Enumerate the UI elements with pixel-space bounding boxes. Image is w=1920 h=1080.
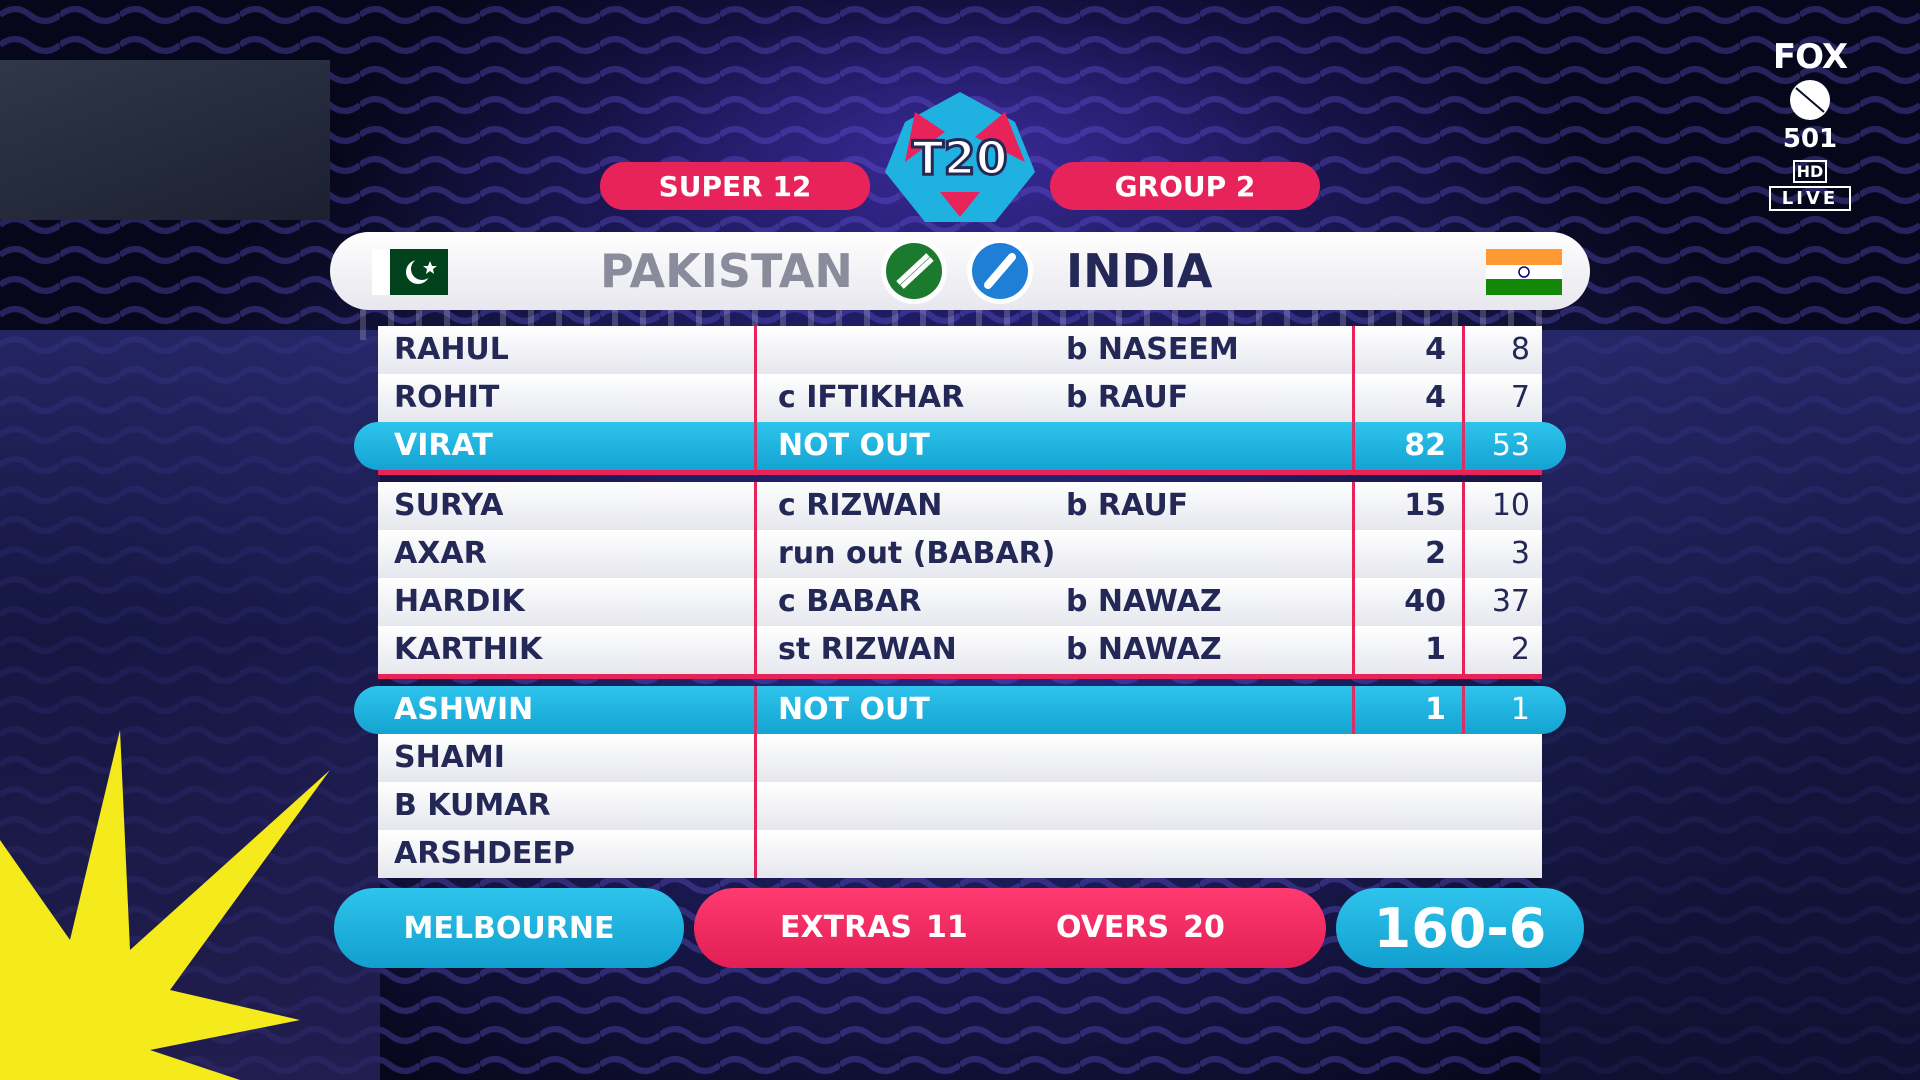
india-team-badge-icon xyxy=(967,238,1033,304)
table-row: SURYA c RIZWAN b RAUF 15 10 xyxy=(378,482,1542,530)
pakistan-team-badge-icon xyxy=(881,238,947,304)
pakistan-flag-icon xyxy=(372,249,448,295)
batter-name: AXAR xyxy=(394,536,487,571)
balls: 2 xyxy=(1510,632,1530,667)
balls: 37 xyxy=(1491,584,1530,619)
extras-group: EXTRAS 11 xyxy=(780,888,968,968)
row-divider xyxy=(378,674,1542,686)
batter-name: SHAMI xyxy=(394,740,505,775)
table-row: KARTHIK st RIZWAN b NAWAZ 1 2 xyxy=(378,626,1542,674)
dismissal: c RIZWAN xyxy=(778,488,943,523)
starburst-graphic xyxy=(0,730,330,1080)
stage-pill: SUPER 12 xyxy=(600,162,870,210)
india-flag-icon xyxy=(1486,249,1562,295)
dismissal: st RIZWAN xyxy=(778,632,957,667)
batter-name: ROHIT xyxy=(394,380,500,415)
batter-name: B KUMAR xyxy=(394,788,551,823)
total-score: 160-6 xyxy=(1373,896,1547,960)
batter-name: KARTHIK xyxy=(394,632,543,667)
table-row: ROHIT c IFTIKHAR b RAUF 4 7 xyxy=(378,374,1542,422)
bowler: b RAUF xyxy=(1066,488,1189,523)
table-row: AXAR run out (BABAR) 2 3 xyxy=(378,530,1542,578)
stage-label: SUPER 12 xyxy=(658,169,812,203)
overs-value: 20 xyxy=(1183,910,1225,945)
batter-name: ARSHDEEP xyxy=(394,836,575,871)
balls: 8 xyxy=(1510,332,1530,367)
runs: 4 xyxy=(1425,380,1446,415)
row-divider xyxy=(378,470,1542,482)
batter-name: RAHUL xyxy=(394,332,509,367)
dismissal: c IFTIKHAR xyxy=(778,380,965,415)
extras-overs-pill: EXTRAS 11 OVERS 20 xyxy=(694,888,1326,968)
balls: 3 xyxy=(1510,536,1530,571)
overs-group: OVERS 20 xyxy=(1056,888,1225,968)
bowler: b RAUF xyxy=(1066,380,1189,415)
venue-pill: MELBOURNE xyxy=(334,888,684,968)
runs: 1 xyxy=(1425,632,1446,667)
dismissal: c BABAR xyxy=(778,584,922,619)
teams-bar: PAKISTAN INDIA xyxy=(330,232,1590,310)
bowler: b NAWAZ xyxy=(1066,632,1222,667)
team-right-name: INDIA xyxy=(1066,244,1213,298)
crowd-right xyxy=(1540,330,1920,1080)
batter-name: HARDIK xyxy=(394,584,525,619)
balls: 1 xyxy=(1510,692,1530,727)
runs: 2 xyxy=(1425,536,1446,571)
table-row: HARDIK c BABAR b NAWAZ 40 37 xyxy=(378,578,1542,626)
runs: 4 xyxy=(1425,332,1446,367)
runs: 40 xyxy=(1404,584,1446,619)
channel-number: 501 HD xyxy=(1762,124,1858,184)
table-row-highlighted: VIRAT NOT OUT 82 53 xyxy=(354,422,1566,470)
table-row-highlighted: ASHWIN NOT OUT 1 1 xyxy=(354,686,1566,734)
dismissal: run out (BABAR) xyxy=(778,536,1056,571)
table-row: ARSHDEEP xyxy=(378,830,1542,878)
table-row: SHAMI xyxy=(378,734,1542,782)
table-row: RAHUL b NASEEM 4 8 xyxy=(378,326,1542,374)
dismissal: NOT OUT xyxy=(778,428,930,463)
batter-name: VIRAT xyxy=(394,428,493,463)
venue-label: MELBOURNE xyxy=(403,910,615,946)
runs: 15 xyxy=(1404,488,1446,523)
bowler: b NASEEM xyxy=(1066,332,1239,367)
hd-badge: HD xyxy=(1792,160,1828,183)
balls: 10 xyxy=(1491,488,1530,523)
runs: 1 xyxy=(1425,692,1446,727)
group-label: GROUP 2 xyxy=(1114,169,1256,203)
batter-name: ASHWIN xyxy=(394,692,534,727)
live-badge: LIVE xyxy=(1769,186,1851,211)
extras-label: EXTRAS xyxy=(780,910,913,945)
balls: 7 xyxy=(1510,380,1530,415)
overs-label: OVERS xyxy=(1056,910,1170,945)
batter-name: SURYA xyxy=(394,488,504,523)
t20-world-cup-logo: T20 xyxy=(885,92,1035,222)
extras-value: 11 xyxy=(926,910,968,945)
balls: 53 xyxy=(1491,428,1530,463)
cricket-ball-icon xyxy=(1790,80,1830,120)
stadium-roof xyxy=(0,60,330,220)
broadcaster-bug: FOX 501 HD LIVE xyxy=(1762,40,1858,220)
batting-scorecard: RAHUL b NASEEM 4 8 ROHIT c IFTIKHAR b RA… xyxy=(354,326,1566,878)
channel-id: 501 xyxy=(1782,124,1838,154)
dismissal: NOT OUT xyxy=(778,692,930,727)
logo-text: T20 xyxy=(912,131,1007,185)
runs: 82 xyxy=(1404,428,1446,463)
fox-logo: FOX xyxy=(1772,37,1848,77)
table-row: B KUMAR xyxy=(378,782,1542,830)
total-score-pill: 160-6 xyxy=(1336,888,1584,968)
group-pill: GROUP 2 xyxy=(1050,162,1320,210)
team-left-name: PAKISTAN xyxy=(600,244,853,298)
bowler: b NAWAZ xyxy=(1066,584,1222,619)
